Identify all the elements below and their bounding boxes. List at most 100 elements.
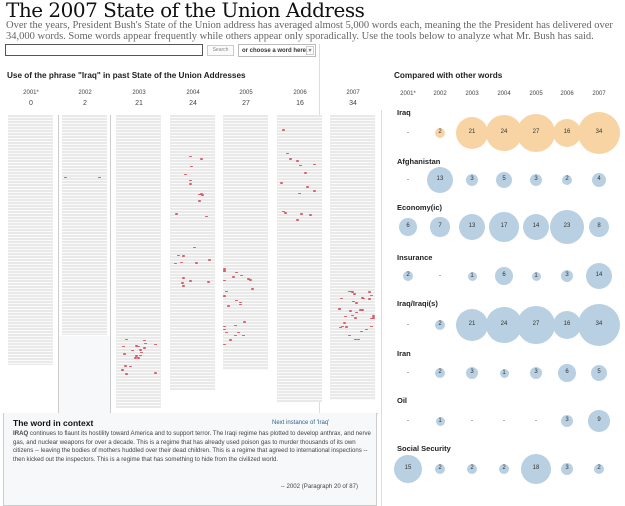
iraq-mention-dot[interactable] [313, 190, 317, 192]
year-column-2002[interactable] [62, 115, 107, 335]
iraq-mention-dot[interactable] [345, 326, 349, 328]
iraq-mention-dot[interactable] [204, 215, 208, 218]
iraq-mention-dot[interactable] [296, 219, 300, 221]
iraq-mention-dot[interactable] [341, 325, 345, 328]
iraq-mention-dot[interactable] [122, 345, 126, 348]
word-row-label[interactable]: Iraq [397, 108, 411, 117]
word-row-label[interactable]: Afghanistan [397, 157, 441, 166]
iraq-mention-dot[interactable] [308, 214, 312, 216]
word-row-label[interactable]: Social Security [397, 444, 451, 453]
iraq-mention-dot[interactable] [233, 334, 237, 337]
iraq-mention-dot[interactable] [223, 269, 226, 272]
word-select[interactable]: or choose a word here. ▾ [238, 44, 316, 57]
iraq-mention-dot[interactable] [368, 291, 372, 293]
iraq-mention-dot[interactable] [347, 334, 351, 337]
iraq-mention-dot[interactable] [231, 276, 235, 278]
word-row-label[interactable]: Insurance [397, 253, 433, 262]
iraq-mention-dot[interactable] [182, 277, 186, 279]
iraq-mention-dot[interactable] [188, 183, 192, 185]
iraq-mention-dot[interactable] [351, 314, 355, 317]
iraq-mention-dot[interactable] [338, 307, 342, 310]
iraq-mention-dot[interactable] [136, 357, 140, 359]
iraq-mention-dot[interactable] [356, 338, 360, 341]
iraq-mention-dot[interactable] [237, 331, 240, 334]
word-search-input[interactable] [5, 44, 203, 56]
iraq-mention-dot[interactable] [200, 193, 204, 195]
iraq-mention-dot[interactable] [193, 246, 197, 249]
iraq-mention-dot[interactable] [306, 186, 310, 188]
iraq-mention-dot[interactable] [223, 270, 227, 273]
year-column-2001[interactable] [8, 115, 53, 365]
iraq-mention-dot[interactable] [304, 172, 308, 174]
iraq-mention-dot[interactable] [64, 176, 68, 179]
iraq-mention-dot[interactable] [248, 279, 252, 281]
iraq-mention-dot[interactable] [351, 300, 355, 303]
word-row-label[interactable]: Oil [397, 396, 408, 405]
iraq-mention-dot[interactable] [223, 268, 226, 270]
iraq-mention-dot[interactable] [173, 262, 177, 265]
iraq-mention-dot[interactable] [134, 355, 138, 357]
iraq-mention-dot[interactable] [180, 261, 184, 264]
iraq-mention-dot[interactable] [182, 285, 186, 287]
iraq-mention-dot[interactable] [225, 290, 229, 293]
iraq-mention-dot[interactable] [354, 302, 358, 304]
year-column-2004[interactable] [170, 115, 215, 390]
iraq-mention-dot[interactable] [194, 262, 198, 264]
chevron-down-icon[interactable]: ▾ [306, 46, 314, 55]
iraq-mention-dot[interactable] [234, 299, 238, 302]
iraq-mention-dot[interactable] [348, 290, 352, 293]
iraq-mention-dot[interactable] [227, 305, 231, 307]
iraq-mention-dot[interactable] [177, 254, 181, 257]
iraq-mention-dot[interactable] [189, 179, 193, 182]
iraq-mention-dot[interactable] [360, 330, 364, 333]
iraq-mention-dot[interactable] [295, 160, 299, 162]
iraq-mention-dot[interactable] [283, 212, 287, 214]
iraq-mention-dot[interactable] [364, 328, 368, 331]
iraq-mention-dot[interactable] [286, 152, 290, 155]
iraq-mention-dot[interactable] [235, 271, 239, 274]
iraq-mention-dot[interactable] [280, 182, 284, 184]
iraq-mention-dot[interactable] [355, 311, 359, 314]
iraq-mention-dot[interactable] [229, 339, 233, 341]
word-row-label[interactable]: Iraq/Iraqi(s) [397, 299, 438, 308]
iraq-mention-dot[interactable] [153, 372, 157, 374]
iraq-mention-dot[interactable] [122, 353, 126, 355]
iraq-mention-dot[interactable] [181, 282, 185, 284]
iraq-mention-dot[interactable] [188, 280, 192, 282]
iraq-mention-dot[interactable] [297, 192, 301, 195]
iraq-mention-dot[interactable] [124, 373, 128, 375]
iraq-mention-dot[interactable] [138, 349, 142, 351]
iraq-mention-dot[interactable] [184, 173, 188, 176]
iraq-mention-dot[interactable] [240, 274, 244, 277]
word-row-label[interactable]: Economy(ic) [397, 203, 443, 212]
iraq-mention-dot[interactable] [353, 338, 357, 341]
iraq-mention-dot[interactable] [225, 331, 229, 334]
iraq-mention-dot[interactable] [198, 200, 202, 202]
iraq-mention-dot[interactable] [337, 308, 341, 311]
iraq-mention-dot[interactable] [136, 345, 140, 348]
iraq-mention-dot[interactable] [143, 347, 147, 349]
iraq-mention-dot[interactable] [238, 301, 242, 304]
iraq-mention-dot[interactable] [343, 315, 347, 318]
iraq-mention-dot[interactable] [207, 281, 211, 283]
iraq-mention-dot[interactable] [121, 369, 125, 371]
iraq-mention-dot[interactable] [134, 345, 138, 347]
iraq-mention-dot[interactable] [238, 303, 242, 306]
iraq-mention-dot[interactable] [339, 297, 343, 300]
iraq-mention-dot[interactable] [372, 315, 375, 317]
iraq-mention-dot[interactable] [369, 325, 373, 328]
iraq-mention-dot[interactable] [124, 338, 128, 341]
iraq-mention-dot[interactable] [299, 164, 303, 167]
iraq-mention-dot[interactable] [197, 193, 201, 196]
iraq-mention-dot[interactable] [289, 158, 293, 160]
year-column-2007[interactable] [330, 115, 375, 400]
iraq-mention-dot[interactable] [282, 129, 286, 131]
iraq-mention-dot[interactable] [154, 343, 158, 346]
iraq-mention-dot[interactable] [223, 343, 226, 346]
iraq-mention-dot[interactable] [299, 213, 303, 215]
iraq-mention-dot[interactable] [223, 325, 226, 328]
iraq-mention-dot[interactable] [353, 317, 357, 319]
iraq-mention-dot[interactable] [351, 291, 355, 293]
iraq-mention-dot[interactable] [97, 176, 101, 179]
next-instance-link[interactable]: Next instance of 'Iraq' [272, 420, 330, 426]
